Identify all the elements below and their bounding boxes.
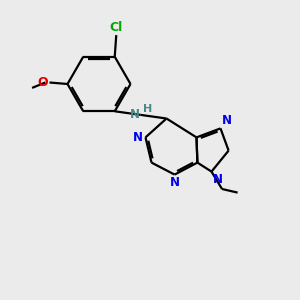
Text: N: N [133, 131, 143, 144]
Text: N: N [222, 114, 232, 127]
Text: N: N [169, 176, 180, 189]
Text: O: O [38, 76, 48, 89]
Text: Cl: Cl [110, 21, 123, 34]
Text: N: N [129, 108, 140, 122]
Text: H: H [142, 104, 152, 115]
Text: N: N [213, 173, 223, 186]
